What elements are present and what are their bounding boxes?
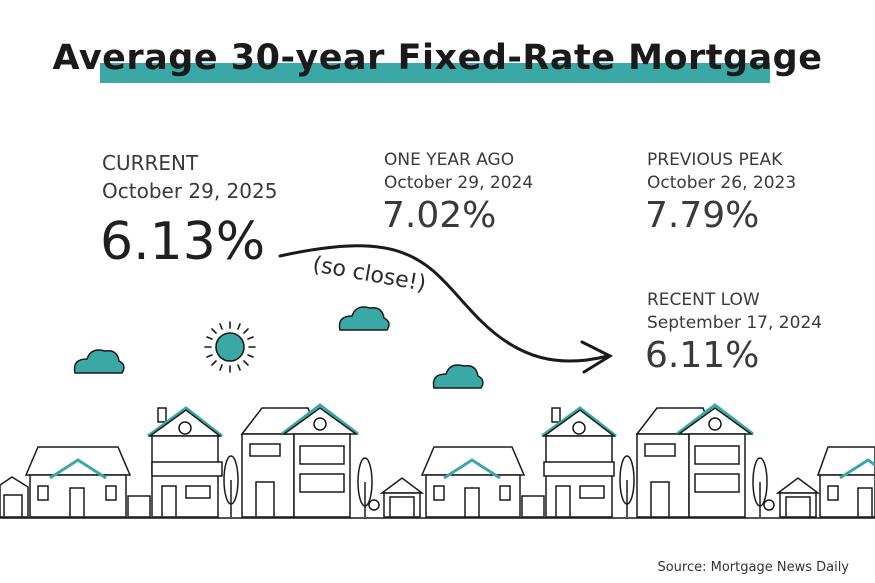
recent-low-label: RECENT LOW <box>647 290 760 310</box>
cloud-icon <box>432 364 484 389</box>
previous-peak-date: October 26, 2023 <box>647 173 797 193</box>
arrow-icon <box>278 244 614 374</box>
one-year-ago-date: October 29, 2024 <box>384 173 534 193</box>
one-year-ago-label: ONE YEAR AGO <box>384 150 515 170</box>
house-icon <box>240 403 359 518</box>
house-icon <box>420 446 526 518</box>
house-icon <box>379 477 425 518</box>
recent-low-rate: 6.11% <box>645 335 760 376</box>
sun-icon <box>204 321 256 373</box>
one-year-ago-rate: 7.02% <box>382 195 497 236</box>
house-icon <box>24 446 132 518</box>
tree-icon <box>619 455 635 517</box>
previous-peak-label: PREVIOUS PEAK <box>647 150 783 170</box>
page-title: Average 30-year Fixed-Rate Mortgage <box>52 38 823 78</box>
previous-peak-rate: 7.79% <box>645 195 760 236</box>
cloud-icon <box>338 306 390 331</box>
house-icon <box>816 446 875 518</box>
current-rate: 6.13% <box>100 212 266 272</box>
house-icon <box>521 406 617 518</box>
current-label: CURRENT <box>102 151 199 175</box>
current-date: October 29, 2025 <box>102 179 278 203</box>
tree-icon <box>223 455 239 517</box>
tree-icon <box>752 457 775 517</box>
house-icon <box>127 406 223 518</box>
tree-icon <box>357 457 380 517</box>
house-icon <box>0 476 29 518</box>
cloud-icon <box>73 349 125 374</box>
house-icon <box>635 403 754 518</box>
recent-low-date: September 17, 2024 <box>647 313 823 333</box>
house-icon <box>775 477 821 518</box>
title-highlight <box>100 63 770 83</box>
source-note: Source: Mortgage News Daily <box>657 560 849 575</box>
